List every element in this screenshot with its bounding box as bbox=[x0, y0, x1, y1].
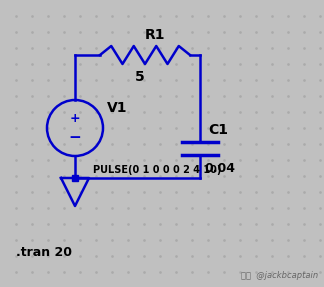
Text: C1: C1 bbox=[208, 123, 228, 137]
Text: 0.04: 0.04 bbox=[204, 162, 235, 175]
Text: +: + bbox=[70, 113, 80, 125]
Text: V1: V1 bbox=[107, 101, 128, 115]
Bar bbox=[72, 175, 78, 181]
Text: −: − bbox=[69, 129, 81, 144]
Text: .tran 20: .tran 20 bbox=[16, 245, 72, 259]
Text: 知乎  @jackbcaptain: 知乎 @jackbcaptain bbox=[241, 271, 318, 280]
Text: 5: 5 bbox=[135, 70, 145, 84]
Text: PULSE(0 1 0 0 0 2 4 10): PULSE(0 1 0 0 0 2 4 10) bbox=[93, 165, 221, 175]
Text: R1: R1 bbox=[145, 28, 165, 42]
